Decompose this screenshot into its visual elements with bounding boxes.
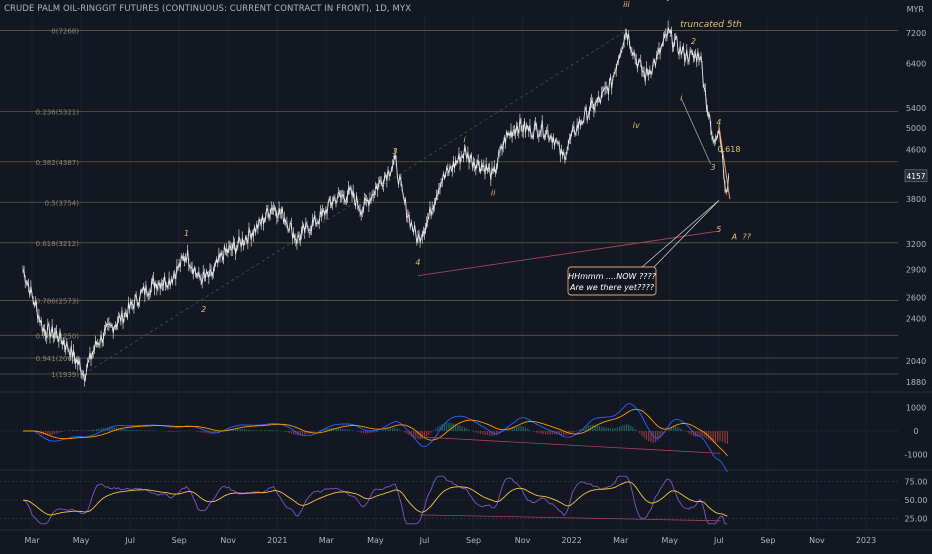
time-tick-label: May: [73, 536, 90, 545]
wave-label: 4: [716, 118, 721, 127]
fib-level-label: 0.618(3212): [36, 240, 80, 248]
price-tick-label: 5000: [906, 124, 926, 133]
wave-label: 2: [691, 37, 696, 46]
price-tick-label: 6400: [906, 60, 926, 69]
callout-pointer: [641, 200, 720, 268]
trend-dashed-line: [84, 30, 627, 375]
price-tick-label: 2900: [906, 265, 926, 274]
wave-label: 3: [711, 163, 716, 172]
price-tick-label: 2600: [906, 294, 926, 303]
fib-level-label: 1(1939): [51, 371, 79, 379]
rsi-panel: [0, 475, 898, 525]
rsi-tick-label: 25.00: [905, 515, 928, 524]
annotation-layer: 1234iiiiiiivv2i345A??truncated 5th0.618H…: [84, 0, 752, 375]
macd-tick-label: -1000: [904, 451, 927, 460]
target-arrow: [718, 125, 731, 200]
fib-level-label: 0.5(3754): [45, 199, 80, 207]
fib-level-label: 0.941(2062): [36, 355, 80, 363]
wave-label: 4: [415, 258, 420, 267]
time-tick-label: Mar: [613, 536, 629, 545]
rsi-line: [22, 475, 728, 525]
wave-label: i: [463, 136, 466, 145]
price-layer: [22, 20, 730, 387]
price-tick-label: 2400: [906, 315, 926, 324]
callout-line-1: HHmmm ....NOW ????: [568, 272, 657, 281]
time-tick-label: Nov: [220, 536, 236, 545]
time-tick-label: Sep: [466, 536, 481, 545]
wave-label: A: [731, 233, 737, 242]
macd-tick-label: 1000: [906, 403, 926, 412]
time-tick-label: 2022: [561, 536, 581, 545]
fib-level-label: 0(7268): [51, 28, 79, 36]
callout-line-2: Are we there yet????: [569, 283, 655, 292]
macd-signal-line: [23, 408, 728, 457]
fib-level-label: 0.236(5321): [36, 109, 80, 117]
wave-label: 2: [201, 305, 206, 314]
macd-panel: [0, 403, 898, 473]
chart-title: CRUDE PALM OIL-RINGGIT FUTURES (CONTINUO…: [4, 4, 412, 14]
time-tick-label: Sep: [172, 536, 187, 545]
wave-label: ii: [491, 189, 496, 198]
wave-label: 5: [716, 225, 721, 234]
time-tick-label: 2021: [267, 536, 287, 545]
time-tick-label: Jul: [124, 536, 135, 545]
macd-tick-label: 0: [913, 427, 918, 436]
rsi-tick-label: 75.00: [905, 477, 928, 486]
time-tick-label: Mar: [319, 536, 335, 545]
axis-layer: Mar May Jul Sep Nov 2021 Mar May Jul Sep Nov 2022 Ma…: [24, 29, 927, 545]
fib-level-label: 0.786(2573): [36, 297, 80, 305]
annotation-truncated-5th: truncated 5th: [680, 20, 742, 30]
wave-label: i: [680, 94, 683, 103]
wave-label: ??: [742, 233, 751, 242]
fib-level-label: 0.382(4387): [36, 159, 80, 167]
wave-label: 3: [392, 147, 397, 156]
time-tick-label: May: [367, 536, 384, 545]
price-tick-label: 5400: [906, 104, 926, 113]
time-tick-label: Jul: [713, 536, 724, 545]
support-line: [417, 230, 719, 277]
price-tick-label: 2040: [906, 357, 926, 366]
time-tick-label: Nov: [515, 536, 531, 545]
price-tick-label: 3200: [906, 240, 926, 249]
macd-divergence-line: [419, 436, 721, 454]
time-tick-label: Nov: [809, 536, 825, 545]
rsi-tick-label: 50.00: [905, 496, 928, 505]
wave-label: v: [666, 0, 671, 3]
price-tick-label: 3800: [906, 195, 926, 204]
wave-label: iii: [623, 0, 630, 9]
rsi-signal-line: [22, 481, 728, 517]
last-price-label: 4157: [906, 172, 925, 181]
time-tick-label: 2023: [856, 536, 876, 545]
time-tick-label: Mar: [24, 536, 40, 545]
wave-label: 1: [184, 229, 189, 238]
price-line: [22, 27, 730, 382]
time-tick-label: Jul: [419, 536, 430, 545]
price-tick-label: 1880: [906, 378, 926, 387]
price-tick-label: 4600: [906, 145, 926, 154]
last-price-badge: [904, 169, 928, 183]
macd-line: [23, 403, 728, 473]
callout-box: [567, 266, 657, 296]
annotation-0618: 0.618: [718, 145, 741, 154]
time-tick-label: May: [661, 536, 678, 545]
price-tick-label: 7200: [906, 29, 926, 38]
rsi-divergence-line: [419, 514, 721, 522]
callout-pointer: [653, 200, 720, 268]
wave-label: iv: [633, 121, 640, 130]
wave-arrow: [680, 98, 712, 165]
time-tick-label: Sep: [760, 536, 775, 545]
currency-label: MYR: [906, 5, 924, 14]
